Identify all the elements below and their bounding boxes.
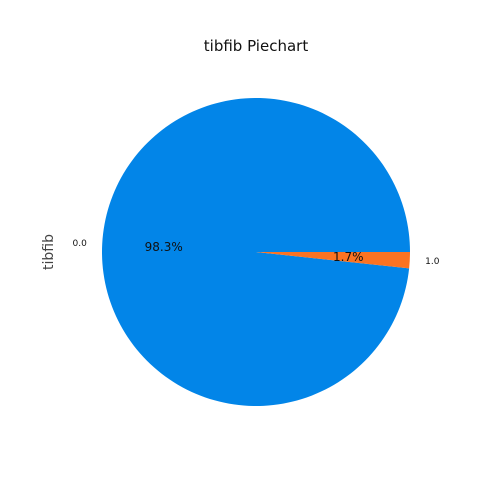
chart-title: tibfib Piechart: [204, 37, 309, 55]
pie-slice-0-0: [101, 98, 411, 407]
pie-slices: [101, 98, 411, 407]
category-label: 0.0: [73, 239, 88, 249]
category-label: 1.0: [425, 257, 440, 267]
pie-labels: 98.3% 0.0 1.7% 1.0: [73, 239, 440, 267]
percent-label: 1.7%: [333, 250, 364, 264]
y-axis-label: tibfib: [41, 234, 57, 270]
percent-label: 98.3%: [145, 240, 183, 254]
pie-slice-1-0: [256, 252, 410, 269]
